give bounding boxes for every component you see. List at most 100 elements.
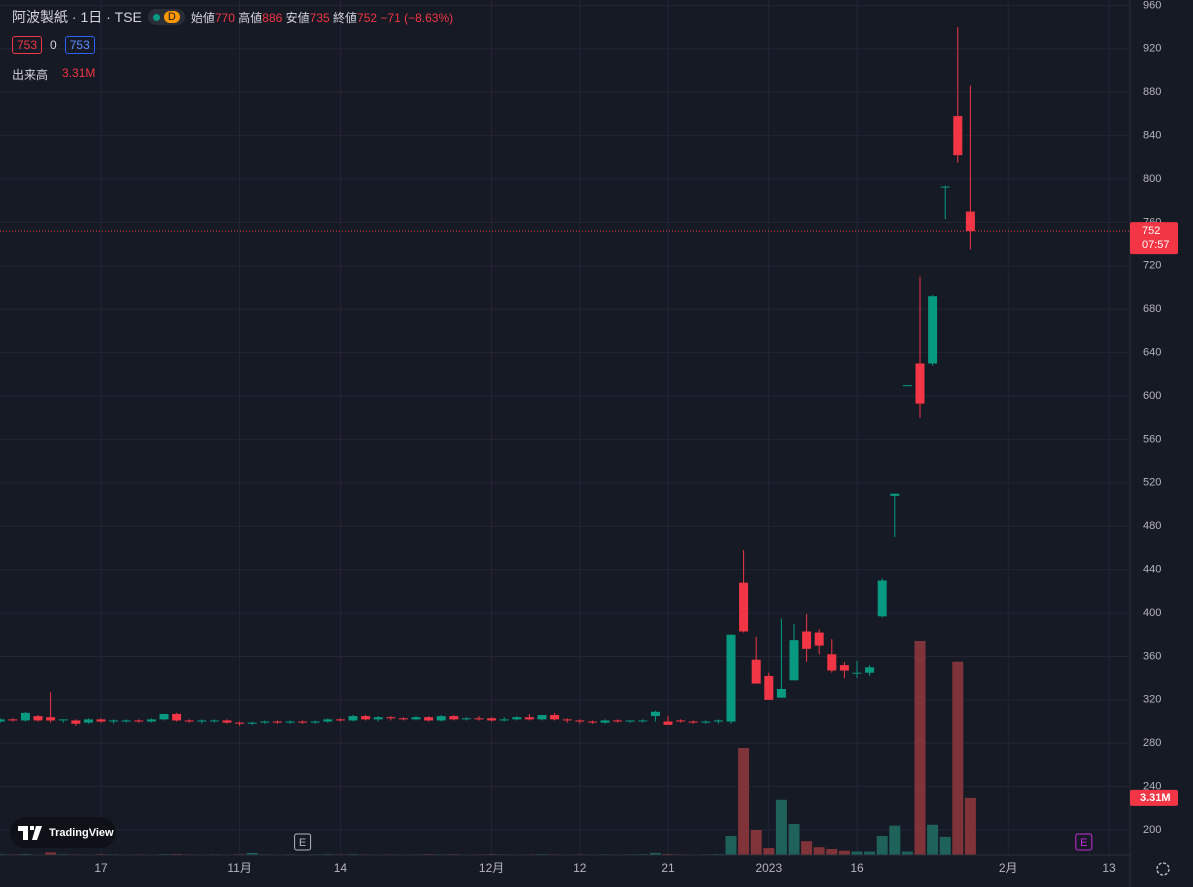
volume-title: 出来高 bbox=[12, 68, 49, 82]
high-value: 886 bbox=[262, 10, 283, 25]
x-tick-label: 17 bbox=[94, 861, 108, 875]
logo bbox=[18, 825, 42, 840]
volume-bar bbox=[939, 836, 951, 855]
candle-body bbox=[386, 717, 396, 719]
y-tick-label: 240 bbox=[1143, 781, 1161, 793]
candle-body bbox=[361, 716, 371, 720]
volume-bar bbox=[952, 661, 964, 855]
event-label: E bbox=[299, 837, 306, 849]
candle-body bbox=[487, 718, 497, 721]
status-badge: D bbox=[147, 9, 185, 25]
y-tick-label: 320 bbox=[1143, 694, 1161, 706]
candle-body bbox=[575, 720, 585, 722]
candle-body bbox=[411, 717, 421, 720]
candle-body bbox=[272, 721, 282, 723]
candle-body bbox=[449, 716, 459, 720]
volume-bar bbox=[45, 852, 57, 855]
candle-body bbox=[865, 667, 875, 673]
candle-body bbox=[71, 720, 81, 724]
candle-body bbox=[776, 688, 786, 698]
volume-tag-label: 3.31M bbox=[1140, 792, 1171, 804]
candle-body bbox=[197, 720, 207, 722]
candle-body bbox=[537, 715, 547, 720]
event-marker bbox=[294, 833, 312, 851]
close-value: 752 bbox=[357, 10, 378, 25]
high-label: 高値 bbox=[238, 10, 263, 25]
low-value: 735 bbox=[309, 10, 330, 25]
y-tick-label: 640 bbox=[1143, 347, 1161, 359]
candle-body bbox=[373, 717, 383, 720]
volume-bar bbox=[914, 641, 926, 855]
candle-body bbox=[8, 719, 18, 721]
price-axis bbox=[1130, 0, 1193, 887]
candle-body bbox=[877, 580, 887, 617]
candle-body bbox=[335, 719, 345, 721]
candle-body bbox=[298, 721, 308, 723]
candle-body bbox=[285, 721, 295, 723]
branding[interactable]: TradingView bbox=[10, 817, 116, 848]
change: −71 (−8.63%) bbox=[380, 10, 454, 25]
candle-body bbox=[814, 632, 824, 646]
candle-body bbox=[915, 363, 925, 404]
x-tick-label: 12 bbox=[573, 861, 587, 875]
candle-body bbox=[58, 719, 68, 721]
candle-body bbox=[839, 665, 849, 671]
volume-bar bbox=[662, 853, 674, 855]
candle-body bbox=[436, 716, 446, 721]
candle-body bbox=[625, 720, 635, 722]
candle-body bbox=[890, 493, 900, 496]
x-tick-label: 2023 bbox=[755, 861, 782, 875]
x-tick-label: 16 bbox=[850, 861, 864, 875]
header: 阿波製紙 · 1日 · TSE D 始値770 高値886 安値735 終値75… bbox=[12, 7, 453, 27]
candle-body bbox=[550, 715, 560, 720]
candle-body bbox=[928, 296, 938, 364]
badge: D bbox=[163, 11, 180, 23]
candle-body bbox=[953, 116, 963, 156]
countdown: 07:57 bbox=[1142, 239, 1170, 251]
candle-body bbox=[260, 721, 270, 723]
volume-bar bbox=[801, 841, 813, 855]
candle-body bbox=[209, 720, 219, 722]
y-tick-label: 960 bbox=[1143, 0, 1161, 11]
volume-bar bbox=[763, 848, 775, 855]
candle-body bbox=[701, 721, 711, 723]
volume-tag bbox=[1130, 789, 1178, 806]
sell-button[interactable]: 753 bbox=[12, 36, 43, 54]
volume-bar bbox=[927, 824, 939, 855]
candle-body bbox=[134, 720, 144, 722]
y-tick-label: 520 bbox=[1143, 477, 1161, 489]
candle-body bbox=[852, 672, 862, 674]
y-tick-label: 440 bbox=[1143, 564, 1161, 576]
status-dot bbox=[152, 13, 160, 21]
volume-bar bbox=[813, 847, 825, 855]
volume-bar bbox=[246, 852, 258, 855]
candle-body bbox=[310, 721, 320, 723]
candle-body bbox=[726, 634, 736, 722]
candle-body bbox=[83, 719, 93, 723]
symbol[interactable]: 阿波製紙 · 1日 · TSE bbox=[12, 9, 142, 25]
y-tick-label: 360 bbox=[1143, 650, 1161, 662]
spread: 0 bbox=[50, 38, 57, 52]
close-label: 終値 bbox=[333, 10, 358, 25]
y-tick-label: 720 bbox=[1143, 260, 1161, 272]
x-tick-label: 2月 bbox=[999, 861, 1018, 875]
volume-bar bbox=[901, 851, 913, 855]
candle-body bbox=[713, 720, 723, 722]
candle-body bbox=[600, 720, 610, 723]
quote-row: 753 0 753 bbox=[12, 36, 95, 54]
settings-icon[interactable] bbox=[1156, 862, 1170, 876]
candle-body bbox=[184, 720, 194, 722]
volume-bar bbox=[826, 848, 838, 855]
buy-button[interactable]: 753 bbox=[64, 36, 95, 54]
candle-body bbox=[33, 716, 43, 721]
open-value: 770 bbox=[214, 10, 235, 25]
volume-bar bbox=[864, 851, 876, 855]
x-tick-label: 11月 bbox=[227, 861, 251, 875]
candle-body bbox=[96, 719, 106, 722]
volume-bar bbox=[725, 836, 737, 855]
x-tick-label: 13 bbox=[1102, 861, 1116, 875]
candle-body bbox=[121, 720, 131, 722]
candle-body bbox=[20, 712, 30, 721]
volume-bar bbox=[964, 797, 976, 855]
